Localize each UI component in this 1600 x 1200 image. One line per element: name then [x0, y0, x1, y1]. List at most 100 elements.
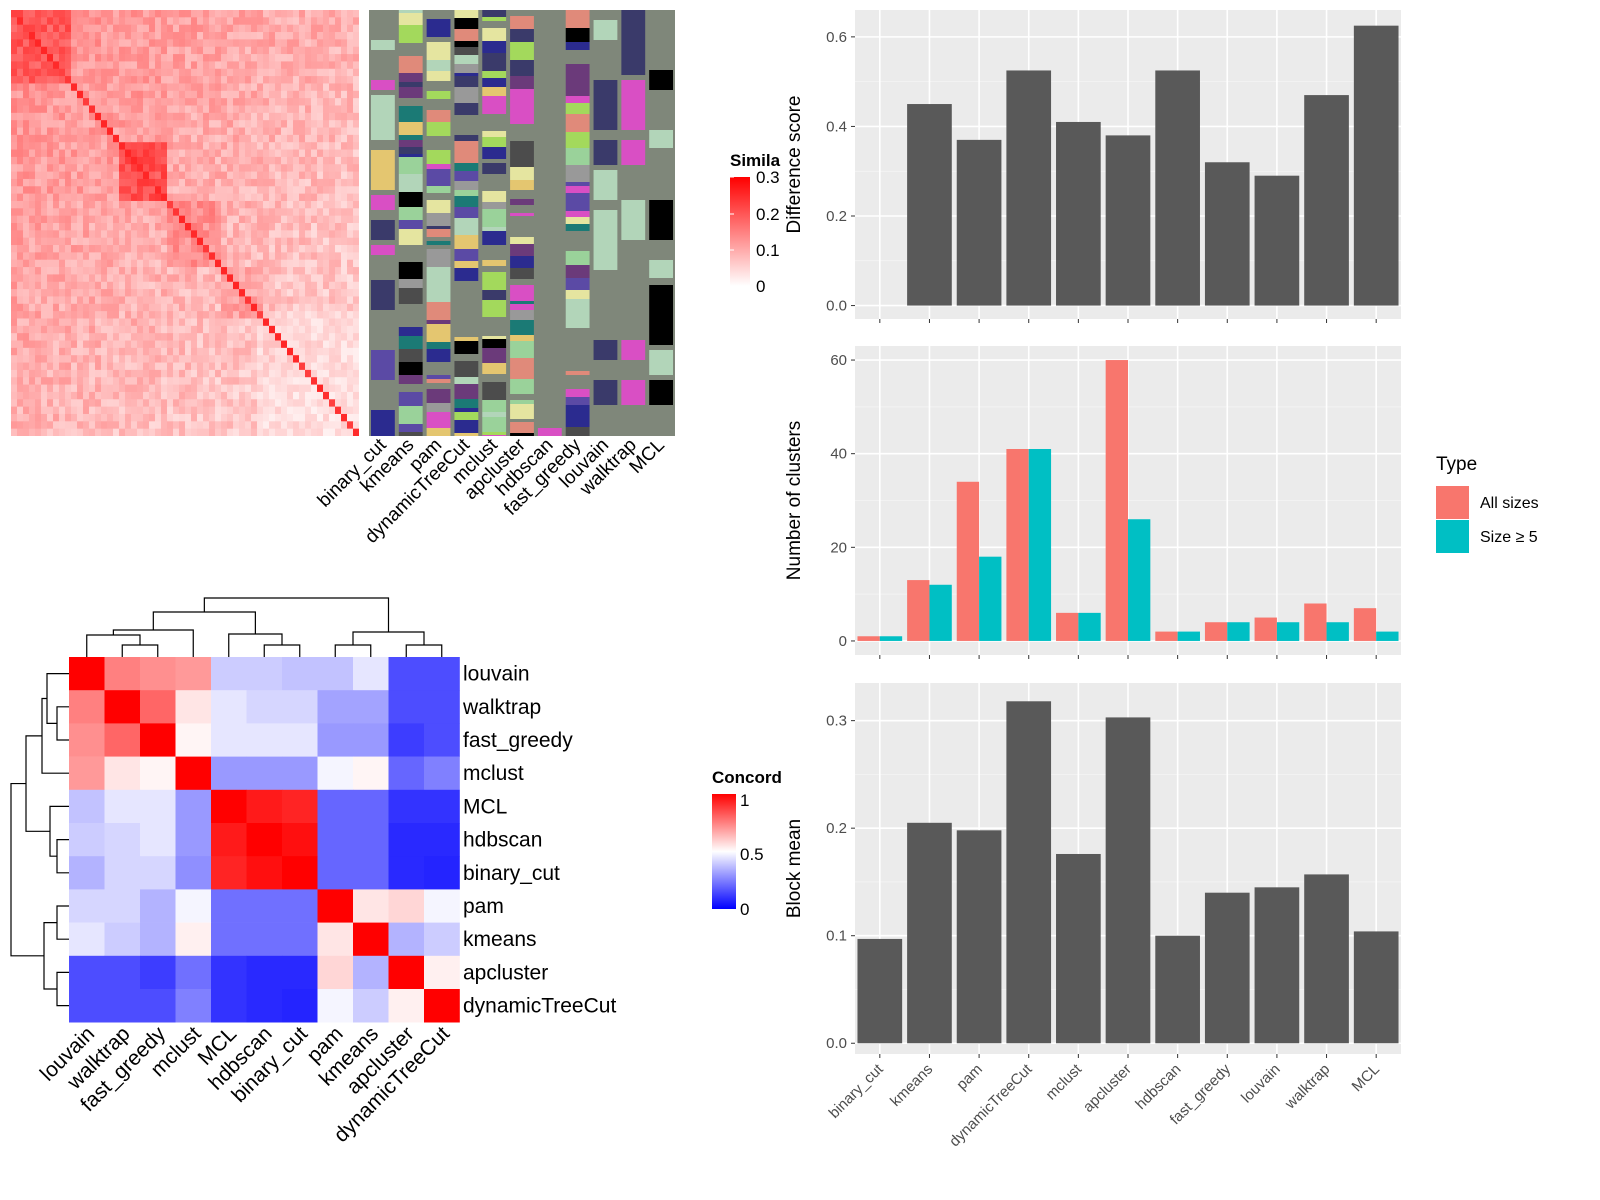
similarity-cell: [179, 54, 186, 62]
similarity-cell: [353, 193, 359, 202]
similarity-cell: [59, 369, 66, 378]
similarity-cell: [293, 54, 300, 62]
similarity-cell: [305, 421, 312, 430]
similarity-cell: [335, 76, 342, 84]
similarity-cell: [107, 61, 114, 70]
similarity-cell: [347, 333, 354, 341]
similarity-cell: [77, 223, 84, 231]
similarity-cell: [227, 83, 234, 92]
similarity-cell: [197, 200, 204, 209]
similarity-cell: [83, 325, 90, 334]
similarity-cell: [47, 134, 54, 143]
similarity-cell: [125, 281, 132, 290]
similarity-cell: [341, 281, 348, 290]
similarity-cell: [251, 399, 258, 408]
similarity-cell: [239, 391, 246, 400]
similarity-cell: [251, 83, 258, 92]
similarity-cell: [47, 333, 54, 341]
similarity-cell: [317, 355, 324, 363]
similarity-cell: [317, 83, 324, 92]
similarity-cell: [107, 223, 114, 231]
similarity-cell: [119, 112, 126, 121]
similarity-cell: [131, 399, 138, 408]
annotation-stripe: [565, 211, 590, 217]
similarity-cell: [305, 120, 312, 128]
similarity-cell: [95, 303, 102, 312]
similarity-cell: [119, 333, 126, 341]
similarity-cell: [17, 325, 24, 334]
similarity-cell: [83, 142, 90, 150]
similarity-cell: [137, 156, 144, 165]
similarity-cell: [221, 384, 228, 393]
similarity-cell: [59, 347, 66, 356]
similarity-cell: [281, 399, 288, 408]
similarity-cell: [65, 303, 72, 312]
similarity-cell: [35, 303, 42, 312]
similarity-cell: [167, 296, 174, 305]
bar-all-sizes: [1254, 617, 1277, 641]
similarity-cell: [269, 252, 276, 261]
similarity-cell: [281, 46, 288, 55]
similarity-cell: [347, 142, 354, 150]
similarity-cell: [173, 362, 180, 371]
similarity-cell: [233, 39, 240, 48]
annotation-stripe: [510, 244, 534, 256]
similarity-cell: [137, 46, 144, 55]
similarity-cell: [341, 289, 348, 297]
similarity-cell: [197, 296, 204, 305]
similarity-cell: [281, 90, 288, 99]
similarity-cell: [119, 369, 126, 378]
similarity-cell: [65, 384, 72, 393]
similarity-cell: [209, 54, 216, 62]
similarity-cell: [287, 333, 294, 341]
similarity-cell: [29, 164, 36, 172]
similarity-cell: [47, 347, 54, 356]
similarity-cell: [311, 289, 318, 297]
similarity-cell: [191, 377, 198, 385]
similarity-cell: [17, 428, 24, 436]
similarity-cell: [257, 384, 264, 393]
similarity-cell: [239, 24, 246, 33]
similarity-cell: [107, 98, 114, 106]
similarity-cell: [269, 90, 276, 99]
similarity-cell: [89, 391, 96, 400]
similarity-cell: [137, 267, 144, 275]
annotation-stripe: [482, 400, 507, 412]
similarity-cell: [233, 32, 240, 40]
annotation-stripe: [371, 95, 395, 120]
similarity-cell: [335, 333, 342, 341]
annotation-stripe: [621, 10, 646, 75]
similarity-cell: [35, 413, 42, 422]
similarity-cell: [263, 127, 270, 136]
similarity-cell: [197, 39, 204, 48]
similarity-cell: [323, 90, 330, 99]
similarity-cell: [47, 215, 54, 224]
similarity-cell: [293, 83, 300, 92]
similarity-cell: [59, 156, 66, 165]
similarity-cell: [245, 311, 252, 319]
similarity-cell: [311, 127, 318, 136]
similarity-cell: [59, 112, 66, 121]
similarity-cell: [131, 428, 138, 436]
similarity-cell: [41, 68, 48, 77]
similarity-cell: [245, 208, 252, 217]
similarity-cell: [167, 369, 174, 378]
similarity-cell: [95, 237, 102, 246]
similarity-cell: [41, 24, 48, 33]
similarity-cell: [155, 325, 162, 334]
similarity-cell: [47, 39, 54, 48]
similarity-cell: [35, 215, 42, 224]
similarity-cell: [113, 76, 120, 84]
similarity-cell: [161, 296, 168, 305]
annotation-stripe: [482, 290, 507, 300]
similarity-cell: [257, 127, 264, 136]
similarity-cell: [35, 274, 42, 283]
similarity-cell: [245, 68, 252, 77]
similarity-cell: [209, 223, 216, 231]
similarity-cell: [101, 127, 108, 136]
similarity-cell: [203, 428, 210, 436]
annotation-stripe: [426, 19, 451, 37]
similarity-cell: [209, 289, 216, 297]
similarity-cell: [191, 46, 198, 55]
similarity-cell: [89, 406, 96, 415]
